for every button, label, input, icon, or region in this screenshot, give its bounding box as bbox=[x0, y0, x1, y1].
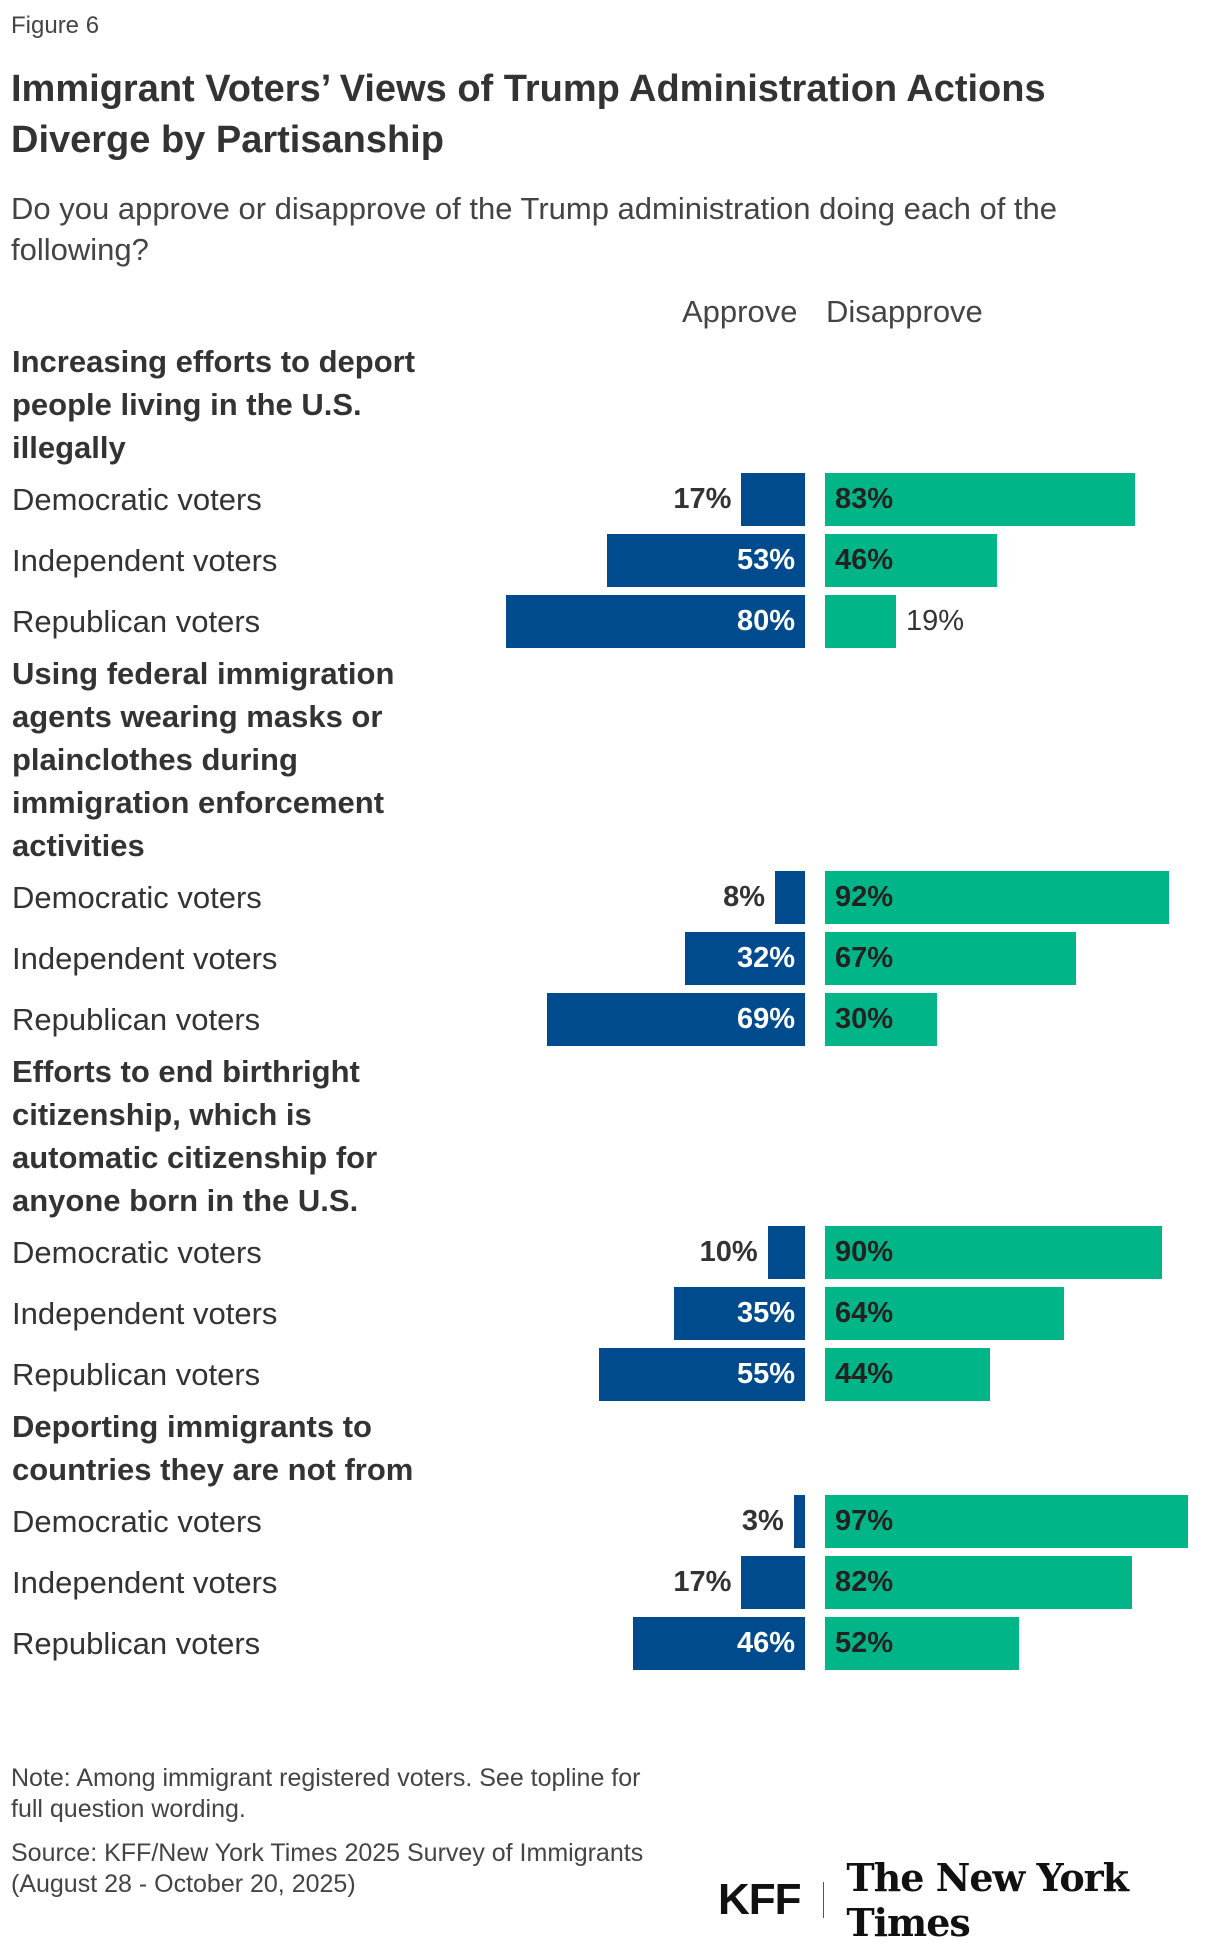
disapprove-value-label: 97% bbox=[835, 1505, 894, 1537]
disapprove-value-label: 46% bbox=[835, 544, 894, 576]
approve-bar bbox=[632, 1617, 805, 1670]
row-label: Democratic voters bbox=[12, 880, 262, 915]
disapprove-value-label: 52% bbox=[835, 1627, 894, 1659]
approve-bar bbox=[741, 473, 805, 526]
disapprove-value-label: 92% bbox=[835, 881, 894, 913]
chart-row: Democratic voters 17% 83% bbox=[0, 469, 1220, 530]
row-label: Republican voters bbox=[12, 1357, 261, 1392]
approve-bar bbox=[505, 595, 805, 648]
approve-value-label: 80% bbox=[736, 605, 795, 637]
approve-bar bbox=[767, 1226, 805, 1279]
chart-row: Republican voters 55% 44% bbox=[0, 1344, 1220, 1405]
approve-value-label: 10% bbox=[699, 1236, 758, 1268]
approve-bar bbox=[775, 871, 805, 924]
row-label: Independent voters bbox=[12, 1296, 278, 1331]
source: Source: KFF/New York Times 2025 Survey o… bbox=[11, 1839, 644, 1898]
chart-row: Independent voters 53% 46% bbox=[0, 530, 1220, 591]
chart-row: Independent voters 35% 64% bbox=[0, 1283, 1220, 1344]
row-label: Republican voters bbox=[12, 604, 261, 639]
disapprove-value-label: 67% bbox=[835, 942, 894, 974]
approve-bar bbox=[793, 1495, 805, 1548]
diverging-bar-chart: Increasing efforts to deport people livi… bbox=[0, 340, 1220, 1674]
figure-label: Figure 6 bbox=[11, 12, 100, 39]
approve-value-label: 3% bbox=[741, 1505, 784, 1537]
approve-value-label: 55% bbox=[736, 1358, 795, 1390]
approve-value-label: 69% bbox=[736, 1003, 795, 1035]
row-label: Democratic voters bbox=[12, 1504, 262, 1539]
disapprove-bar bbox=[825, 1226, 1162, 1279]
disapprove-bar bbox=[825, 993, 938, 1046]
disapprove-value-label: 19% bbox=[906, 605, 965, 637]
chart-subtitle: Do you approve or disapprove of the Trum… bbox=[11, 191, 1058, 267]
approve-value-label: 35% bbox=[736, 1297, 795, 1329]
approve-value-label: 32% bbox=[736, 942, 795, 974]
disapprove-value-label: 83% bbox=[835, 483, 894, 515]
disapprove-bar bbox=[825, 1348, 990, 1401]
disapprove-value-label: 82% bbox=[835, 1566, 894, 1598]
row-label: Independent voters bbox=[12, 941, 278, 976]
chart-row: Republican voters 46% 52% bbox=[0, 1613, 1220, 1674]
disapprove-value-label: 90% bbox=[835, 1236, 894, 1268]
disapprove-bar bbox=[825, 871, 1170, 924]
chart-row: Democratic voters 8% 92% bbox=[0, 867, 1220, 928]
chart-row: Republican voters 80% 19% bbox=[0, 591, 1220, 652]
logos: KFF The New York Times bbox=[718, 1855, 1220, 1945]
row-label: Democratic voters bbox=[12, 482, 262, 517]
disapprove-bar bbox=[825, 1556, 1132, 1609]
disapprove-bar bbox=[825, 932, 1076, 985]
chart-row: Independent voters 17% 82% bbox=[0, 1552, 1220, 1613]
row-label: Republican voters bbox=[12, 1002, 261, 1037]
group-title: Efforts to end birthright citizenship, w… bbox=[12, 1054, 378, 1218]
kff-logo: KFF bbox=[718, 1875, 802, 1924]
legend-disapprove: Disapprove bbox=[826, 294, 983, 329]
group-title: Using federal immigration agents wearing… bbox=[12, 656, 395, 863]
approve-bar bbox=[599, 1348, 805, 1401]
row-label: Democratic voters bbox=[12, 1235, 262, 1270]
disapprove-bar bbox=[825, 1617, 1020, 1670]
disapprove-bar bbox=[825, 1287, 1065, 1340]
disapprove-bar bbox=[825, 473, 1136, 526]
logo-divider bbox=[822, 1882, 825, 1918]
group-title: Deporting immigrants to countries they a… bbox=[12, 1409, 414, 1487]
legend-approve: Approve bbox=[682, 294, 798, 329]
chart-row: Republican voters 69% 30% bbox=[0, 989, 1220, 1050]
approve-bar bbox=[546, 993, 805, 1046]
approve-value-label: 53% bbox=[736, 544, 795, 576]
approve-bar bbox=[741, 1556, 805, 1609]
nyt-logo: The New York Times bbox=[846, 1855, 1129, 1945]
disapprove-bar bbox=[825, 595, 897, 648]
chart-row: Democratic voters 10% 90% bbox=[0, 1222, 1220, 1283]
note: Note: Among immigrant registered voters.… bbox=[11, 1764, 641, 1823]
approve-bar bbox=[674, 1287, 805, 1340]
chart-title: Immigrant Voters’ Views of Trump Adminis… bbox=[11, 68, 1046, 161]
approve-value-label: 17% bbox=[673, 483, 732, 515]
approve-bar bbox=[685, 932, 805, 985]
row-label: Republican voters bbox=[12, 1626, 261, 1661]
disapprove-value-label: 30% bbox=[835, 1003, 894, 1035]
approve-bar bbox=[606, 534, 805, 587]
chart-row: Democratic voters 3% 97% bbox=[0, 1491, 1220, 1552]
row-label: Independent voters bbox=[12, 543, 278, 578]
disapprove-bar bbox=[825, 1495, 1188, 1548]
group-title: Increasing efforts to deport people livi… bbox=[12, 344, 416, 465]
row-label: Independent voters bbox=[12, 1565, 278, 1600]
approve-value-label: 17% bbox=[673, 1566, 732, 1598]
disapprove-value-label: 64% bbox=[835, 1297, 894, 1329]
disapprove-bar bbox=[825, 534, 998, 587]
chart-row: Independent voters 32% 67% bbox=[0, 928, 1220, 989]
approve-value-label: 8% bbox=[723, 881, 766, 913]
approve-value-label: 46% bbox=[736, 1627, 795, 1659]
disapprove-value-label: 44% bbox=[835, 1358, 894, 1390]
